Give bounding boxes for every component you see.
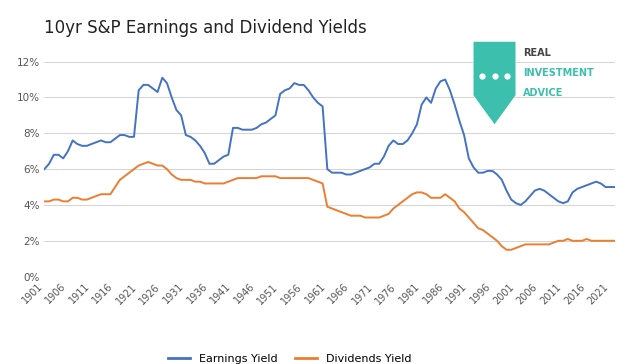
Text: 10yr S&P Earnings and Dividend Yields: 10yr S&P Earnings and Dividend Yields <box>44 19 367 36</box>
Text: REAL: REAL <box>523 48 551 58</box>
PathPatch shape <box>473 41 516 125</box>
Legend: Earnings Yield, Dividends Yield: Earnings Yield, Dividends Yield <box>164 350 416 364</box>
Text: INVESTMENT: INVESTMENT <box>523 68 594 78</box>
Text: ADVICE: ADVICE <box>523 87 564 98</box>
